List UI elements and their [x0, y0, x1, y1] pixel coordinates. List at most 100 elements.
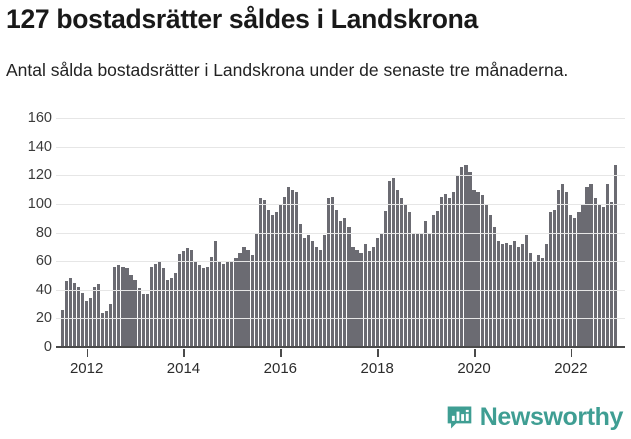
bar — [198, 265, 202, 347]
bar — [153, 264, 157, 347]
bar — [294, 192, 299, 347]
bar — [278, 203, 282, 347]
bar — [202, 268, 206, 347]
bar — [226, 261, 230, 347]
x-axis-tick-mark — [86, 349, 89, 357]
bar — [266, 209, 270, 347]
y-axis-tick-label: 120 — [27, 167, 52, 183]
bar — [133, 279, 137, 347]
gridline — [56, 203, 625, 205]
y-axis-tick-label: 140 — [27, 138, 52, 155]
bar — [335, 209, 339, 347]
bar — [109, 304, 113, 347]
bar — [613, 165, 617, 347]
bar — [206, 266, 210, 347]
bar-series — [56, 118, 625, 347]
bar — [391, 178, 395, 347]
y-axis-tick-label: 160 — [27, 109, 52, 126]
bar — [105, 311, 109, 347]
page-title: 127 bostadsrätter såldes i Landskrona — [6, 4, 478, 34]
bar — [262, 199, 266, 347]
bar — [323, 235, 327, 347]
bar — [444, 193, 448, 347]
bar — [327, 198, 331, 347]
bar — [569, 215, 573, 347]
bar — [383, 211, 387, 347]
x-axis-line — [56, 346, 625, 348]
y-axis-tick-label: 100 — [27, 195, 52, 212]
bar — [185, 248, 190, 347]
x-axis-tick-mark — [377, 349, 379, 357]
y-axis-tick-label: 40 — [35, 281, 52, 298]
bar — [520, 243, 525, 347]
bar — [125, 268, 129, 347]
bar — [605, 183, 609, 347]
bar — [246, 249, 250, 347]
bar — [573, 218, 577, 347]
bar — [60, 309, 64, 347]
bar — [492, 226, 496, 347]
bar — [468, 172, 472, 347]
bar — [161, 268, 165, 347]
bar — [302, 238, 307, 347]
bar — [307, 235, 311, 347]
bar — [597, 203, 601, 347]
x-axis-tick-label: 2022 — [554, 360, 588, 377]
bar — [363, 243, 367, 347]
bar — [512, 241, 516, 347]
bar — [484, 203, 488, 347]
gridline — [56, 289, 625, 291]
bar — [549, 212, 553, 347]
bar — [537, 255, 541, 347]
bar — [375, 238, 379, 347]
bar — [157, 261, 161, 347]
bar — [557, 189, 561, 347]
bar — [64, 281, 69, 347]
bar — [145, 294, 149, 347]
bar — [403, 203, 407, 347]
bar — [238, 252, 242, 347]
y-axis: 0 20 40 60 80 100 120 140 160 — [6, 111, 52, 390]
bar — [371, 246, 375, 347]
bar — [351, 246, 355, 347]
gridline — [56, 318, 625, 320]
bar — [343, 218, 347, 347]
bar — [581, 203, 585, 347]
bar — [149, 266, 153, 347]
bar — [480, 195, 484, 347]
bar — [339, 221, 343, 347]
bar — [504, 242, 508, 347]
bar — [528, 252, 533, 347]
x-axis-tick-label: 2016 — [263, 360, 298, 377]
bar — [407, 212, 412, 347]
bar — [85, 301, 89, 347]
bar — [545, 243, 549, 347]
bar — [230, 261, 234, 347]
bar — [72, 282, 77, 347]
gridline — [56, 146, 625, 148]
bar — [524, 235, 529, 347]
x-axis-tick-label: 2020 — [457, 360, 491, 377]
bar — [93, 286, 97, 347]
bar — [508, 245, 512, 347]
bar — [286, 186, 290, 347]
x-axis-tick-mark — [280, 349, 282, 357]
bar — [601, 206, 605, 347]
gridline — [56, 232, 625, 234]
bar — [553, 209, 557, 347]
x-axis-tick-label: 2018 — [360, 360, 394, 377]
bar — [89, 298, 93, 347]
gridline — [56, 118, 625, 119]
bar — [76, 286, 81, 347]
newsworthy-wordmark: Newsworthy — [479, 403, 624, 431]
bar — [141, 294, 145, 347]
bar — [472, 189, 476, 347]
bar — [258, 198, 262, 347]
chart-subtitle: Antal sålda bostadsrätter i Landskrona u… — [6, 60, 569, 80]
bar — [577, 212, 581, 347]
bar-chart: 0 20 40 60 80 100 120 140 160 127 2012 2014 2016 20… — [0, 111, 631, 390]
newsworthy-logo: Newsworthy — [446, 404, 623, 431]
bar — [424, 221, 428, 347]
bar — [250, 255, 254, 347]
bar — [440, 196, 444, 347]
